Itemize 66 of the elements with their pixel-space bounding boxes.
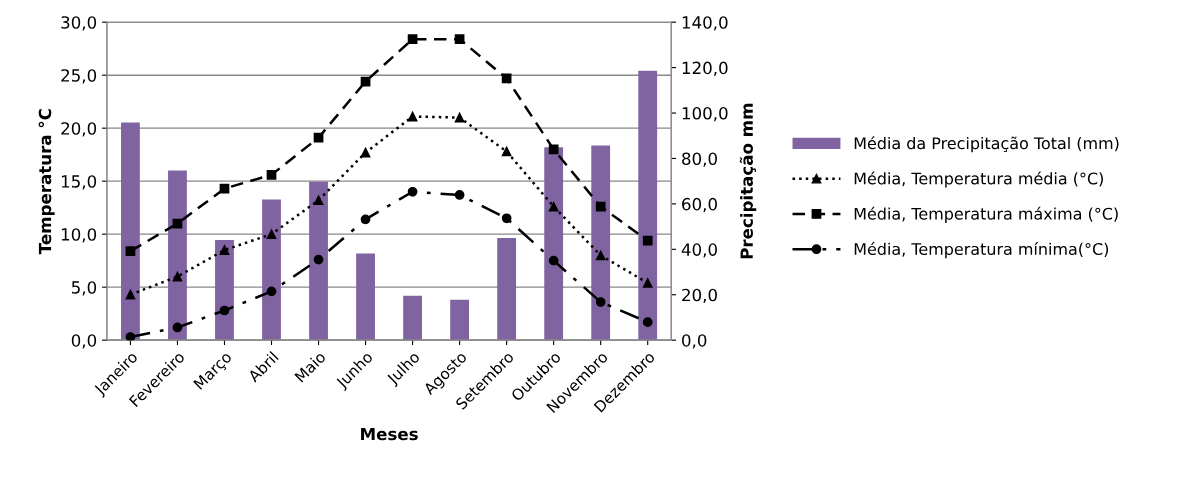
legend-label: Média, Temperatura mínima(°C): [854, 242, 1109, 259]
y-tick-label: 10,0: [61, 228, 97, 243]
y2-tick-label: 0,0: [682, 334, 707, 349]
legend-label: Média, Temperatura média (°C): [854, 171, 1103, 188]
point: [548, 144, 559, 155]
point: [172, 271, 183, 282]
bar: [168, 170, 187, 341]
point: [407, 186, 418, 197]
bar: [591, 145, 611, 341]
point: [266, 229, 277, 240]
point: [360, 147, 371, 158]
point: [642, 317, 653, 328]
point: [454, 34, 465, 45]
point: [266, 286, 277, 297]
point: [313, 195, 324, 206]
point: [266, 169, 277, 180]
point: [219, 305, 230, 316]
point: [313, 132, 324, 143]
point: [407, 111, 418, 122]
point: [501, 146, 512, 157]
y2-tick-label: 80,0: [682, 152, 717, 167]
point: [595, 201, 606, 212]
y-tick-label: 20,0: [61, 122, 97, 137]
bar: [544, 147, 564, 341]
y2-tick-label: 120,0: [682, 61, 728, 76]
y-tick-label: 5,0: [71, 281, 97, 296]
y-axis-title: Temperatura °C: [38, 109, 55, 255]
y2-tick-label: 60,0: [682, 197, 717, 213]
point: [313, 254, 324, 265]
y2-tick-label: 20,0: [682, 288, 717, 304]
bar: [121, 122, 140, 341]
y2-axis-title: Precipitação mm: [739, 103, 757, 259]
point: [125, 332, 136, 341]
point: [595, 297, 606, 307]
y-tick-label: 15,0: [61, 175, 97, 190]
bar: [450, 299, 470, 341]
point: [407, 34, 418, 45]
y-tick-label: 30,0: [61, 16, 97, 31]
bar: [356, 253, 375, 341]
y-tick-label: 0,0: [71, 334, 97, 349]
point: [172, 322, 183, 333]
y-tick-label: 25,0: [61, 69, 97, 84]
legend-label: Média da Precipitação Total (mm): [854, 136, 1119, 153]
y2-tick-label: 100,0: [682, 107, 728, 122]
point: [125, 246, 136, 256]
x-axis-title: Meses: [361, 427, 418, 441]
point: [360, 214, 371, 225]
point: [548, 201, 559, 212]
y2-tick-label: 40,0: [681, 243, 717, 258]
point: [454, 112, 465, 123]
bar: [638, 70, 658, 341]
bar: [262, 199, 281, 341]
point: [642, 278, 653, 288]
bar: [309, 181, 328, 341]
point: [548, 255, 559, 266]
point: [642, 235, 653, 246]
point: [219, 245, 230, 255]
bar: [403, 295, 422, 341]
y2-tick-label: 140,0: [682, 16, 728, 31]
bar: [497, 237, 517, 341]
point: [125, 289, 136, 300]
point: [595, 250, 606, 261]
bar: [215, 240, 234, 341]
point: [501, 213, 512, 224]
point: [454, 190, 465, 200]
legend-label: Média, Temperatura máxima (°C): [854, 206, 1118, 223]
